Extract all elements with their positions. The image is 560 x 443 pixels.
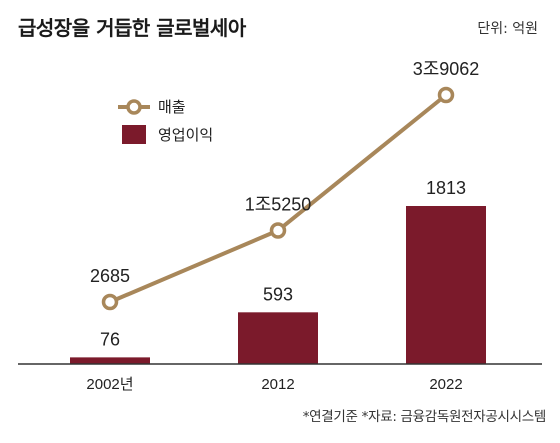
legend-label-operating-profit: 영업이익 [158, 126, 213, 144]
sales-point-1 [101, 293, 119, 311]
bar-value-label-1: 76 [100, 329, 120, 349]
x-tick-label-2: 2012 [261, 376, 294, 393]
bars-layer: 76 593 1813 [70, 178, 486, 364]
x-tick-label-3: 2022 [429, 376, 462, 393]
sales-value-label-3: 3조9062 [413, 59, 480, 79]
line-layer: 2685 1조5250 3조9062 [90, 59, 480, 311]
bar-2 [238, 312, 318, 364]
legend-marker-swatch [126, 99, 142, 115]
bar-value-label-2: 593 [263, 284, 293, 304]
bar-value-label-3: 1813 [426, 178, 466, 198]
sales-point-2 [269, 222, 287, 239]
sales-value-label-1: 2685 [90, 266, 130, 286]
x-tick-label-1: 2002년 [86, 376, 133, 393]
sales-point-3 [437, 86, 455, 104]
legend: 매출 영업이익 [118, 98, 213, 144]
bar-3 [406, 206, 486, 364]
unit-label: 단위: 억원 [477, 21, 538, 37]
bar-1 [70, 357, 150, 364]
legend-bar-swatch [122, 125, 146, 144]
source-note: *연결기준 *자료: 금융감독원전자공시시스템 [302, 409, 547, 425]
chart-title: 급성장을 거듭한 글로벌세아 [18, 16, 246, 40]
sales-value-label-2: 1조5250 [245, 195, 312, 215]
legend-label-sales: 매출 [158, 98, 186, 116]
x-ticks: 2002년 2012 2022 [86, 376, 462, 393]
